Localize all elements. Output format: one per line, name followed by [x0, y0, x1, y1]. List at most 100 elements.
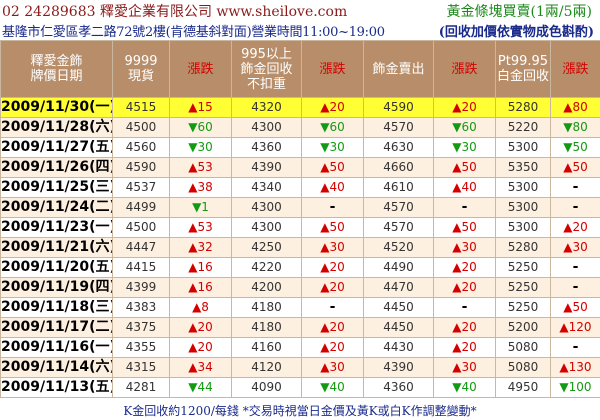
change-cell: ▼60	[169, 117, 232, 138]
change-cell: ▲20	[433, 317, 496, 338]
platinum-price-cell: 5250	[495, 297, 551, 318]
change-cell: ▼100	[550, 377, 600, 398]
address-bar: 基隆市仁愛區孝二路72號2樓(肯德基斜對面)營業時間11:00~19:00 (回…	[0, 20, 600, 40]
table-row: 2009/11/24(二) 4499 ▼1 4300-4570-5300-	[0, 197, 600, 218]
change-cell: ▲50	[301, 157, 364, 178]
change-cell: ▲20	[301, 337, 364, 358]
spot-price-cell: 4500	[112, 117, 170, 138]
change-cell: ▲50	[550, 297, 600, 318]
table-body: 2009/11/30(一) 4515 ▲15 4320 ▲20 4590 ▲20 5280 ▲8…	[0, 97, 600, 398]
spot-price-cell: 4383	[112, 297, 170, 318]
change-cell: ▼60	[301, 117, 364, 138]
table-row: 2009/11/27(五) 4560 ▼30 4360 ▼30 4630 ▼30 5300 ▼5…	[0, 137, 600, 158]
change-cell: ▲20	[301, 317, 364, 338]
top-header-bar: 02 24289683 釋愛企業有限公司 www.sheilove.com 黃金…	[0, 0, 600, 20]
change-cell: ▲30	[301, 357, 364, 378]
spot-price-cell: 4315	[112, 357, 170, 378]
change-cell: -	[433, 197, 496, 218]
table-row: 2009/11/26(四) 4590 ▲53 4390 ▲50 4660 ▲50 5350 ▲5…	[0, 157, 600, 178]
address-line: 基隆市仁愛區孝二路72號2樓(肯德基斜對面)營業時間11:00~19:00	[2, 25, 385, 40]
recycle-price-cell: 4300	[231, 197, 302, 218]
change-cell: ▲53	[169, 217, 232, 238]
sell-price-cell: 4360	[363, 377, 434, 398]
platinum-price-cell: 5280	[495, 97, 551, 118]
table-row: 2009/11/13(五) 4281 ▼44 4090 ▼40 4360 ▼40 4950 ▼1…	[0, 377, 600, 398]
sell-price-cell: 4430	[363, 337, 434, 358]
change-cell: ▲50	[433, 217, 496, 238]
change-cell: ▼40	[433, 377, 496, 398]
recycle-price-cell: 4220	[231, 257, 302, 278]
col-jewelry-sell: 飾金賣出	[363, 40, 434, 98]
spot-price-cell: 4500	[112, 217, 170, 238]
recycle-price-cell: 4180	[231, 317, 302, 338]
table-row: 2009/11/20(五) 4415 ▲16 4220 ▲20 4490 ▲20 5250-	[0, 257, 600, 278]
change-cell: ▲30	[550, 237, 600, 258]
change-cell: ▲50	[433, 157, 496, 178]
recycle-price-cell: 4390	[231, 157, 302, 178]
change-cell: ▲20	[301, 277, 364, 298]
price-table: 釋愛金飾 牌價日期 9999 現貨 漲跌 995以上 飾金回收 不扣重 漲跌 飾金賣出 …	[0, 40, 600, 398]
recycle-price-cell: 4250	[231, 237, 302, 258]
change-cell: ▼40	[301, 377, 364, 398]
spot-price-cell: 4515	[112, 97, 170, 118]
spot-price-cell: 4537	[112, 177, 170, 198]
sell-price-cell: 4520	[363, 237, 434, 258]
col-recycle-995: 995以上 飾金回收 不扣重	[231, 40, 302, 98]
change-cell: -	[433, 297, 496, 318]
date-cell: 2009/11/21(六)	[0, 237, 113, 258]
change-cell: ▲20	[433, 277, 496, 298]
change-cell: -	[550, 257, 600, 278]
table-row: 2009/11/19(四) 4399 ▲16 4200 ▲20 4470 ▲20 5250-	[0, 277, 600, 298]
change-cell: ▲16	[169, 277, 232, 298]
table-row: 2009/11/17(二) 4375 ▲20 4180 ▲20 4450 ▲20 5200 ▲1…	[0, 317, 600, 338]
change-cell: ▲20	[169, 337, 232, 358]
change-cell: ▲20	[433, 97, 496, 118]
change-cell: ▲20	[301, 97, 364, 118]
change-cell: ▲30	[433, 237, 496, 258]
change-cell: ▼80	[550, 117, 600, 138]
change-cell: ▼1	[169, 197, 232, 218]
date-cell: 2009/11/13(五)	[0, 377, 113, 398]
date-cell: 2009/11/27(五)	[0, 137, 113, 158]
change-cell: ▲120	[550, 317, 600, 338]
platinum-price-cell: 5250	[495, 277, 551, 298]
change-cell: ▼30	[169, 137, 232, 158]
change-cell: ▲50	[550, 157, 600, 178]
sell-price-cell: 4630	[363, 137, 434, 158]
change-cell: ▲16	[169, 257, 232, 278]
spot-price-cell: 4399	[112, 277, 170, 298]
platinum-price-cell: 5220	[495, 117, 551, 138]
change-cell: ▲130	[550, 357, 600, 378]
recycle-price-cell: 4340	[231, 177, 302, 198]
recycle-price-cell: 4090	[231, 377, 302, 398]
change-cell: ▲40	[301, 177, 364, 198]
spot-price-cell: 4560	[112, 137, 170, 158]
platinum-price-cell: 5250	[495, 257, 551, 278]
col-date: 釋愛金飾 牌價日期	[0, 40, 113, 98]
change-cell: -	[301, 197, 364, 218]
change-cell: ▼30	[301, 137, 364, 158]
recycle-price-cell: 4200	[231, 277, 302, 298]
sell-price-cell: 4490	[363, 257, 434, 278]
sell-price-cell: 4570	[363, 197, 434, 218]
col-platinum-recycle: Pt99.95 白金回收	[495, 40, 551, 98]
sell-price-cell: 4470	[363, 277, 434, 298]
sell-price-cell: 4450	[363, 317, 434, 338]
date-cell: 2009/11/18(三)	[0, 297, 113, 318]
change-cell: ▲80	[550, 97, 600, 118]
sell-price-cell: 4570	[363, 217, 434, 238]
col-spot-9999: 9999 現貨	[112, 40, 170, 98]
spot-price-cell: 4281	[112, 377, 170, 398]
table-header-row: 釋愛金飾 牌價日期 9999 現貨 漲跌 995以上 飾金回收 不扣重 漲跌 飾金賣出 …	[0, 40, 600, 98]
change-cell: -	[550, 337, 600, 358]
date-cell: 2009/11/30(一)	[0, 97, 113, 118]
spot-price-cell: 4590	[112, 157, 170, 178]
change-cell: ▲30	[433, 357, 496, 378]
change-cell: ▲34	[169, 357, 232, 378]
change-cell: ▲8	[169, 297, 232, 318]
table-row: 2009/11/21(六) 4447 ▲32 4250 ▲30 4520 ▲30 5280 ▲3…	[0, 237, 600, 258]
table-row: 2009/11/28(六) 4500 ▼60 4300 ▼60 4570 ▼60 5220 ▼8…	[0, 117, 600, 138]
date-cell: 2009/11/19(四)	[0, 277, 113, 298]
col-change-1: 漲跌	[169, 40, 232, 98]
spot-price-cell: 4355	[112, 337, 170, 358]
